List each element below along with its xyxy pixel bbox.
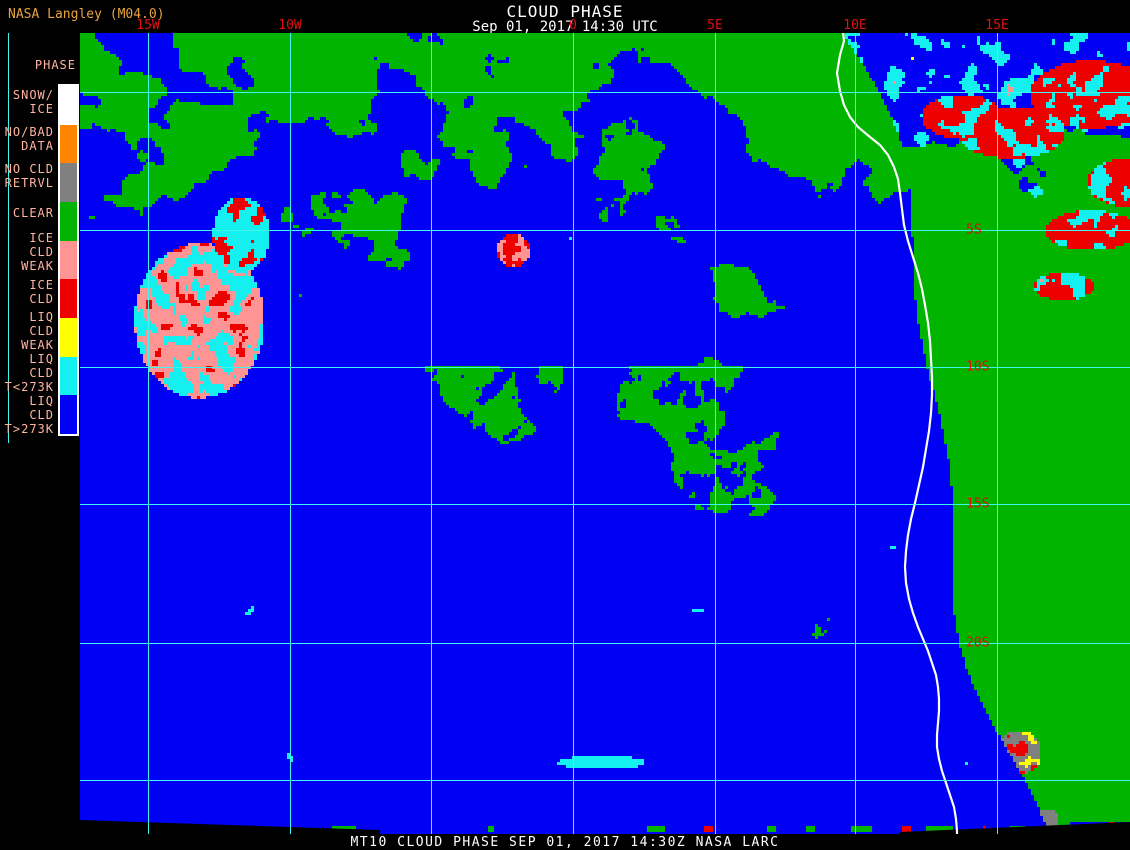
legend-item-label: LIQ CLD	[29, 309, 54, 338]
longitude-tick-label-5: 15E	[985, 18, 1009, 33]
legend-swatch-0	[60, 86, 77, 125]
legend-swatch-1	[60, 124, 77, 164]
legend-swatch-2	[60, 163, 77, 203]
legend-item-4: ICE CLD WEAK	[0, 231, 56, 273]
legend-item-7: LIQ CLD T<273K	[0, 352, 56, 394]
legend-swatch-3	[60, 202, 77, 241]
legend-item-1: NO/BAD DATA	[0, 121, 56, 158]
longitude-tick-label-1: 10W	[278, 18, 302, 33]
legend-border	[8, 33, 9, 443]
legend-item-sublabel: ICE	[29, 102, 54, 117]
legend-item-label: NO/BAD	[4, 125, 54, 140]
legend-item-sublabel: WEAK	[21, 337, 54, 352]
legend-colorbar	[58, 84, 79, 436]
legend-swatch-8	[60, 395, 77, 435]
longitude-tick-label-0: 15W	[136, 18, 160, 33]
legend-item-label: LIQ CLD	[29, 351, 54, 380]
legend-item-label: SNOW/	[12, 88, 54, 103]
page-subtitle-timestamp: Sep 01, 2017 14:30 UTC	[472, 19, 658, 35]
legend-item-label: LIQ CLD	[29, 393, 54, 422]
legend-swatch-6	[60, 318, 77, 357]
legend-item-sublabel: DATA	[21, 139, 54, 154]
legend-item-label: NO CLD	[4, 161, 54, 176]
longitude-tick-label-2: 0	[569, 18, 577, 33]
legend-title: PHASE	[34, 58, 76, 72]
legend-swatch-5	[60, 279, 77, 319]
latitude-tick-label-1: 10S	[966, 359, 990, 375]
page-title: CLOUD PHASE	[506, 2, 624, 21]
latitude-tick-label-2: 15S	[966, 496, 990, 512]
latitude-tick-label-0: 5S	[966, 222, 982, 238]
legend-item-sublabel: T<273K	[4, 379, 54, 394]
legend-item-5: ICE CLD	[0, 273, 56, 310]
status-bar	[0, 834, 1130, 850]
legend-item-label: CLEAR	[12, 205, 54, 220]
attribution-label: NASA Langley (M04.0)	[8, 7, 165, 22]
cloud-phase-raster	[80, 33, 1130, 834]
legend-item-0: SNOW/ICE	[0, 84, 56, 121]
cloud-phase-map[interactable]	[80, 33, 1130, 834]
legend-item-sublabel: T>273K	[4, 421, 54, 436]
longitude-tick-label-3: 5E	[707, 18, 723, 33]
legend-item-label: ICE CLD	[29, 277, 54, 306]
status-bar-text: MT10 CLOUD PHASE SEP 01, 2017 14:30Z NAS…	[350, 835, 780, 850]
legend-swatch-4	[60, 240, 77, 280]
legend-label-list: SNOW/ICE NO/BAD DATA NO CLD RETRVL CLEAR ICE C…	[0, 84, 56, 436]
legend-item-6: LIQ CLD WEAK	[0, 310, 56, 352]
legend-item-2: NO CLD RETRVL	[0, 158, 56, 195]
legend-item-label: ICE CLD	[29, 231, 54, 260]
legend-item-sublabel: WEAK	[21, 259, 54, 274]
legend-swatch-7	[60, 356, 77, 396]
legend-item-8: LIQ CLD T>273K	[0, 394, 56, 436]
legend-item-sublabel: RETRVL	[4, 175, 54, 190]
longitude-tick-label-4: 10E	[843, 18, 867, 33]
latitude-tick-label-3: 20S	[966, 635, 990, 651]
legend-item-3: CLEAR	[0, 194, 56, 231]
